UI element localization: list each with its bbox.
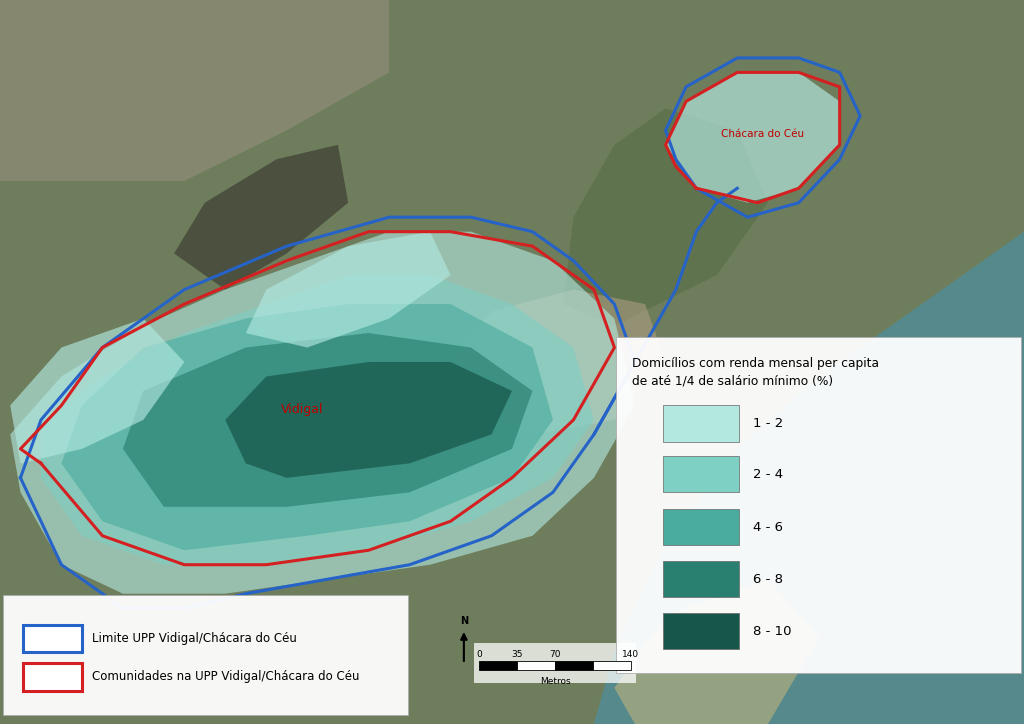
- Polygon shape: [614, 579, 819, 724]
- Text: N: N: [460, 616, 468, 626]
- Text: 0: 0: [476, 650, 482, 659]
- Text: 4 - 6: 4 - 6: [753, 521, 782, 534]
- Polygon shape: [594, 232, 1024, 724]
- Polygon shape: [563, 109, 768, 326]
- Bar: [663, 405, 739, 442]
- FancyBboxPatch shape: [3, 595, 408, 715]
- Bar: [663, 561, 739, 597]
- Text: 1 - 2: 1 - 2: [753, 417, 783, 430]
- Text: 6 - 8: 6 - 8: [753, 573, 782, 586]
- Bar: [555, 661, 593, 670]
- FancyBboxPatch shape: [616, 337, 1021, 673]
- Polygon shape: [10, 319, 184, 463]
- Text: Vidigal: Vidigal: [281, 403, 324, 416]
- Bar: [593, 661, 631, 670]
- Text: 70: 70: [549, 650, 561, 659]
- Bar: [23, 625, 82, 652]
- Polygon shape: [451, 290, 666, 434]
- Text: Metros: Metros: [540, 677, 570, 686]
- Bar: [517, 661, 555, 670]
- Text: 140: 140: [623, 650, 639, 659]
- Text: Domicílios com renda mensal per capita
de até 1/4 de salário mínimo (%): Domicílios com renda mensal per capita d…: [632, 357, 879, 388]
- Polygon shape: [174, 145, 348, 290]
- Polygon shape: [246, 232, 451, 348]
- Polygon shape: [225, 362, 512, 478]
- Bar: [663, 456, 739, 492]
- Bar: [474, 643, 636, 683]
- Polygon shape: [61, 304, 553, 550]
- Text: Chácara do Céu: Chácara do Céu: [721, 129, 805, 139]
- Text: 8 - 10: 8 - 10: [753, 625, 792, 638]
- Text: 35: 35: [511, 650, 523, 659]
- Polygon shape: [123, 333, 532, 507]
- Text: Comunidades na UPP Vidigal/Chácara do Céu: Comunidades na UPP Vidigal/Chácara do Cé…: [92, 670, 359, 683]
- Bar: [663, 613, 739, 649]
- Bar: [23, 663, 82, 691]
- Text: 2 - 4: 2 - 4: [753, 468, 782, 481]
- Bar: [663, 509, 739, 545]
- Bar: [479, 661, 517, 670]
- Text: Limite UPP Vidigal/Chácara do Céu: Limite UPP Vidigal/Chácara do Céu: [92, 632, 297, 645]
- Polygon shape: [10, 232, 635, 594]
- Polygon shape: [41, 275, 594, 565]
- Polygon shape: [0, 0, 389, 181]
- Polygon shape: [666, 72, 840, 203]
